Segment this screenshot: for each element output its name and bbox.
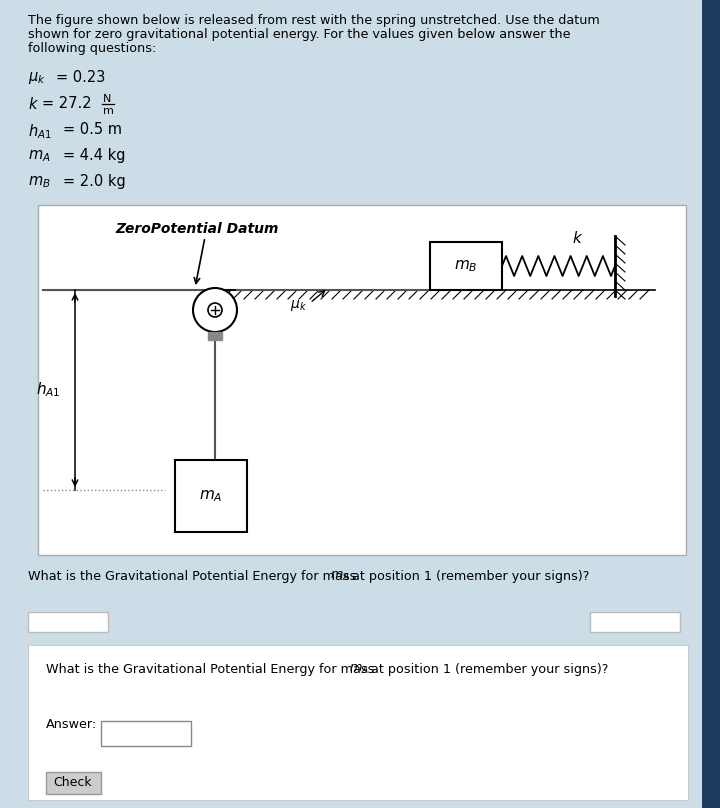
Text: = 0.5 m: = 0.5 m bbox=[63, 122, 122, 137]
Text: $m_B$: $m_B$ bbox=[28, 174, 50, 190]
Text: $m_A$: $m_A$ bbox=[349, 663, 369, 676]
Bar bbox=[28, 612, 108, 632]
Text: = 0.23: = 0.23 bbox=[56, 70, 105, 85]
Text: = 2.0 kg: = 2.0 kg bbox=[63, 174, 126, 189]
Bar bbox=[28, 645, 688, 800]
Text: at position 1 (remember your signs)?: at position 1 (remember your signs)? bbox=[348, 570, 590, 583]
Bar bbox=[175, 460, 247, 532]
Text: $m_A$: $m_A$ bbox=[330, 570, 350, 583]
Text: $k$: $k$ bbox=[28, 96, 39, 112]
Text: $h_{A1}$: $h_{A1}$ bbox=[28, 122, 52, 141]
Text: ZeroPotential Datum: ZeroPotential Datum bbox=[115, 222, 279, 236]
Text: = 4.4 kg: = 4.4 kg bbox=[63, 148, 125, 163]
Text: at position 1 (remember your signs)?: at position 1 (remember your signs)? bbox=[367, 663, 608, 676]
Text: $m_A$: $m_A$ bbox=[28, 148, 50, 164]
Circle shape bbox=[193, 288, 237, 332]
Text: = 27.2: = 27.2 bbox=[42, 96, 91, 111]
Bar bbox=[101, 721, 191, 746]
Text: Answer:: Answer: bbox=[46, 718, 97, 731]
Text: $\mu_k$: $\mu_k$ bbox=[28, 70, 46, 86]
Text: $m_A$: $m_A$ bbox=[199, 488, 222, 504]
Text: $\mu_k$: $\mu_k$ bbox=[290, 298, 307, 313]
Bar bbox=[46, 772, 101, 794]
Text: N: N bbox=[103, 94, 112, 104]
Circle shape bbox=[208, 303, 222, 317]
Text: Check: Check bbox=[54, 776, 92, 789]
Text: $m_B$: $m_B$ bbox=[454, 258, 478, 274]
Text: What is the Gravitational Potential Energy for mass: What is the Gravitational Potential Ener… bbox=[46, 663, 379, 676]
Text: The figure shown below is released from rest with the spring unstretched. Use th: The figure shown below is released from … bbox=[28, 14, 600, 27]
Bar bbox=[208, 332, 222, 340]
Text: following questions:: following questions: bbox=[28, 42, 156, 55]
Bar bbox=[430, 242, 502, 290]
Text: shown for zero gravitational potential energy. For the values given below answer: shown for zero gravitational potential e… bbox=[28, 28, 570, 41]
Text: $h_{A1}$: $h_{A1}$ bbox=[36, 381, 60, 399]
Bar bbox=[702, 0, 720, 808]
Bar bbox=[38, 205, 686, 555]
Bar bbox=[590, 612, 680, 632]
Text: What is the Gravitational Potential Energy for mass: What is the Gravitational Potential Ener… bbox=[28, 570, 361, 583]
Text: $k$: $k$ bbox=[572, 230, 584, 246]
Text: m: m bbox=[103, 106, 114, 116]
